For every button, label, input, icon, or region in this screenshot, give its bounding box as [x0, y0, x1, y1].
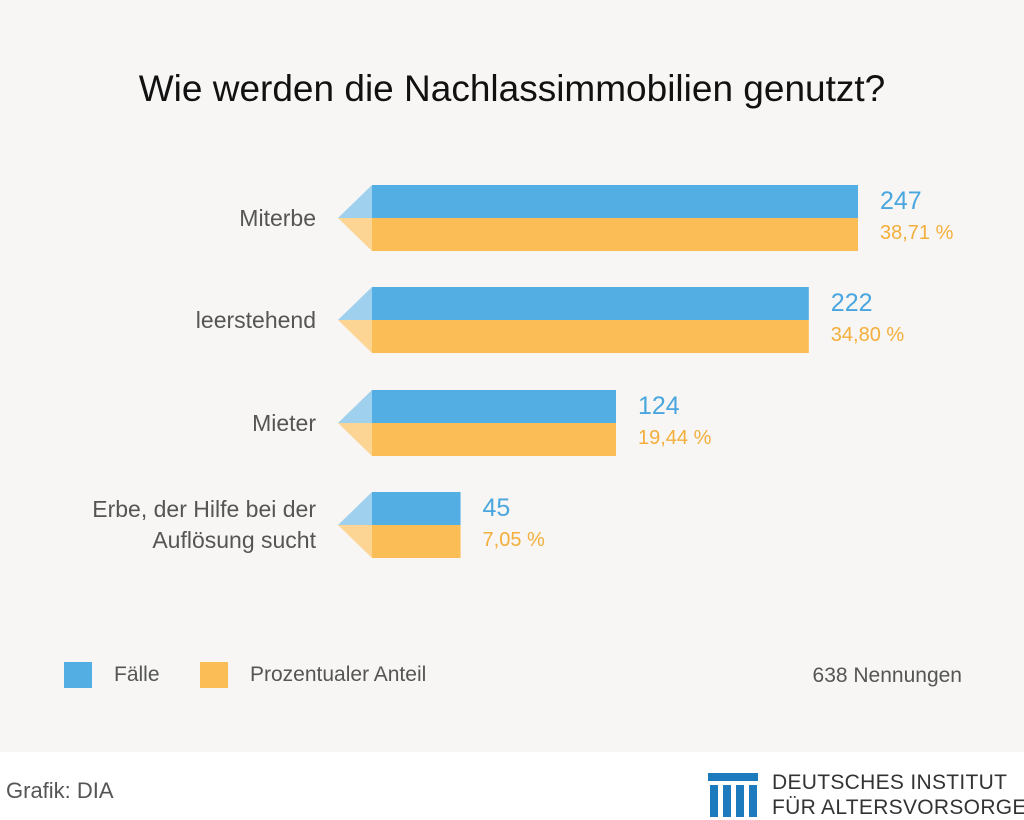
- bar-faelle: [372, 287, 809, 320]
- category-label: Miterbe: [239, 203, 316, 234]
- source-credit: Grafik: DIA: [6, 778, 114, 804]
- category-label: Mieter: [252, 408, 316, 439]
- brand-line-2: FÜR ALTERSVORSORGE: [772, 795, 1024, 820]
- legend-swatch-faelle: [64, 662, 92, 688]
- bar-tip-faelle: [338, 185, 372, 218]
- bar-faelle: [372, 390, 616, 423]
- bar-tip-anteil: [338, 525, 372, 558]
- legend-label-anteil: Prozentualer Anteil: [250, 663, 426, 687]
- bar-anteil: [372, 423, 616, 456]
- bar-tip-faelle: [338, 492, 372, 525]
- data-label-faelle: 124: [638, 392, 680, 421]
- bar-tip-anteil: [338, 423, 372, 456]
- bar-tip-faelle: [338, 390, 372, 423]
- bar-anteil: [372, 525, 461, 558]
- brand-text: DEUTSCHES INSTITUT FÜR ALTERSVORSORGE: [772, 770, 1024, 820]
- bar-faelle: [372, 492, 461, 525]
- bar-tip-anteil: [338, 320, 372, 353]
- legend-item-anteil: Prozentualer Anteil: [200, 662, 426, 688]
- brand-logo: DEUTSCHES INSTITUT FÜR ALTERSVORSORGE: [708, 770, 1024, 820]
- bar-tip-faelle: [338, 287, 372, 320]
- bar-tip-anteil: [338, 218, 372, 251]
- data-label-anteil: 19,44 %: [638, 427, 711, 450]
- legend-label-faelle: Fälle: [114, 663, 160, 687]
- dia-logo-icon: [708, 773, 758, 817]
- data-label-faelle: 247: [880, 187, 922, 216]
- data-label-anteil: 38,71 %: [880, 222, 953, 245]
- brand-line-1: DEUTSCHES INSTITUT: [772, 770, 1024, 795]
- data-label-faelle: 222: [831, 289, 873, 318]
- legend-item-faelle: Fälle: [64, 662, 160, 688]
- category-label: Erbe, der Hilfe bei der Auflösung sucht: [92, 494, 316, 556]
- chart-plot: [0, 0, 1024, 752]
- data-label-anteil: 34,80 %: [831, 324, 904, 347]
- category-label: leerstehend: [196, 305, 316, 336]
- bar-faelle: [372, 185, 858, 218]
- bar-anteil: [372, 218, 858, 251]
- chart-panel: Wie werden die Nachlassimmobilien genutz…: [0, 0, 1024, 752]
- bar-anteil: [372, 320, 809, 353]
- data-label-faelle: 45: [483, 494, 511, 523]
- legend-swatch-anteil: [200, 662, 228, 688]
- data-label-anteil: 7,05 %: [483, 529, 545, 552]
- total-note: 638 Nennungen: [813, 664, 962, 688]
